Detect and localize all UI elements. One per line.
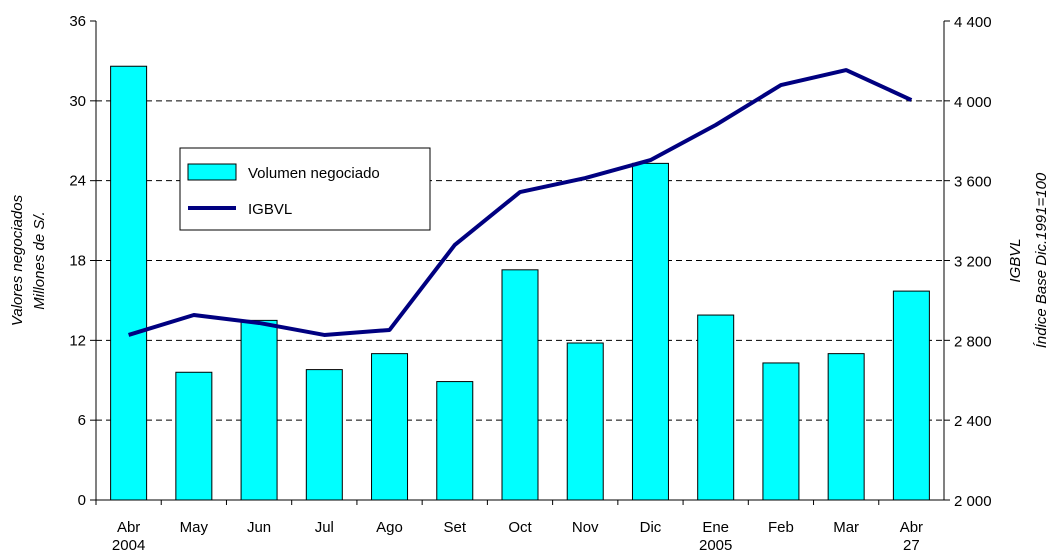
y-tick-label: 12 [69, 332, 86, 349]
y-tick-label: 0 [78, 492, 86, 509]
x-tick-label: Ago [376, 519, 403, 536]
x-tick-label: Set [444, 519, 467, 536]
bar [371, 353, 409, 501]
y-tick-label: 36 [69, 13, 86, 30]
bar [697, 314, 735, 501]
legend: Volumen negociado IGBVL [179, 147, 431, 231]
y2-tick-label: 3 200 [954, 254, 992, 271]
y2-tick-label: 4 400 [954, 14, 992, 31]
y-tick-label: 18 [69, 253, 86, 270]
line [128, 68, 913, 337]
y2-tick-label: 2 800 [954, 333, 992, 350]
y-axis-title: Valores negociados [9, 194, 26, 326]
x-tick-label: Abr [117, 519, 140, 536]
y-axis-title: Millones de S/. [31, 211, 48, 309]
x-tick-label: Feb [768, 519, 794, 536]
x-tick-label: Dic [640, 519, 662, 536]
bar [762, 362, 800, 501]
bar [892, 290, 930, 501]
bar [501, 269, 539, 501]
legend-box [179, 147, 431, 231]
y-tick-label: 30 [69, 93, 86, 110]
bar [110, 65, 148, 501]
x-tick-sublabel: 2004 [112, 537, 145, 554]
x-tick-label: Abr [900, 519, 923, 536]
legend-label: IGBVL [248, 201, 292, 218]
x-tick-label: Mar [833, 519, 859, 536]
x-tick-sublabel: 2005 [699, 537, 732, 554]
x-tick-label: May [180, 519, 209, 536]
bar [631, 162, 669, 501]
y2-axis-title: IGBVL [1007, 238, 1024, 282]
x-tick-label: Oct [508, 519, 532, 536]
x-tick-label: Nov [572, 519, 599, 536]
x-tick-label: Jul [315, 519, 334, 536]
y2-tick-label: 4 000 [954, 94, 992, 111]
y-tick-label: 24 [69, 173, 86, 190]
x-tick-label: Jun [247, 519, 271, 536]
bar [566, 342, 604, 501]
y2-axis-title: Índice Base Dic.1991=100 [1033, 172, 1050, 348]
bar [305, 369, 343, 501]
y2-tick-label: 2 000 [954, 493, 992, 510]
y2-tick-label: 3 600 [954, 174, 992, 191]
y-tick-label: 6 [78, 412, 86, 429]
bar [827, 353, 865, 501]
x-tick-label: Ene [702, 519, 729, 536]
bar [175, 371, 213, 501]
y2-tick-label: 2 400 [954, 413, 992, 430]
bar [240, 319, 278, 501]
legend-swatch [187, 163, 237, 181]
x-tick-sublabel: 27 [903, 537, 920, 554]
legend-label: Volumen negociado [248, 165, 380, 182]
bar [436, 381, 474, 501]
